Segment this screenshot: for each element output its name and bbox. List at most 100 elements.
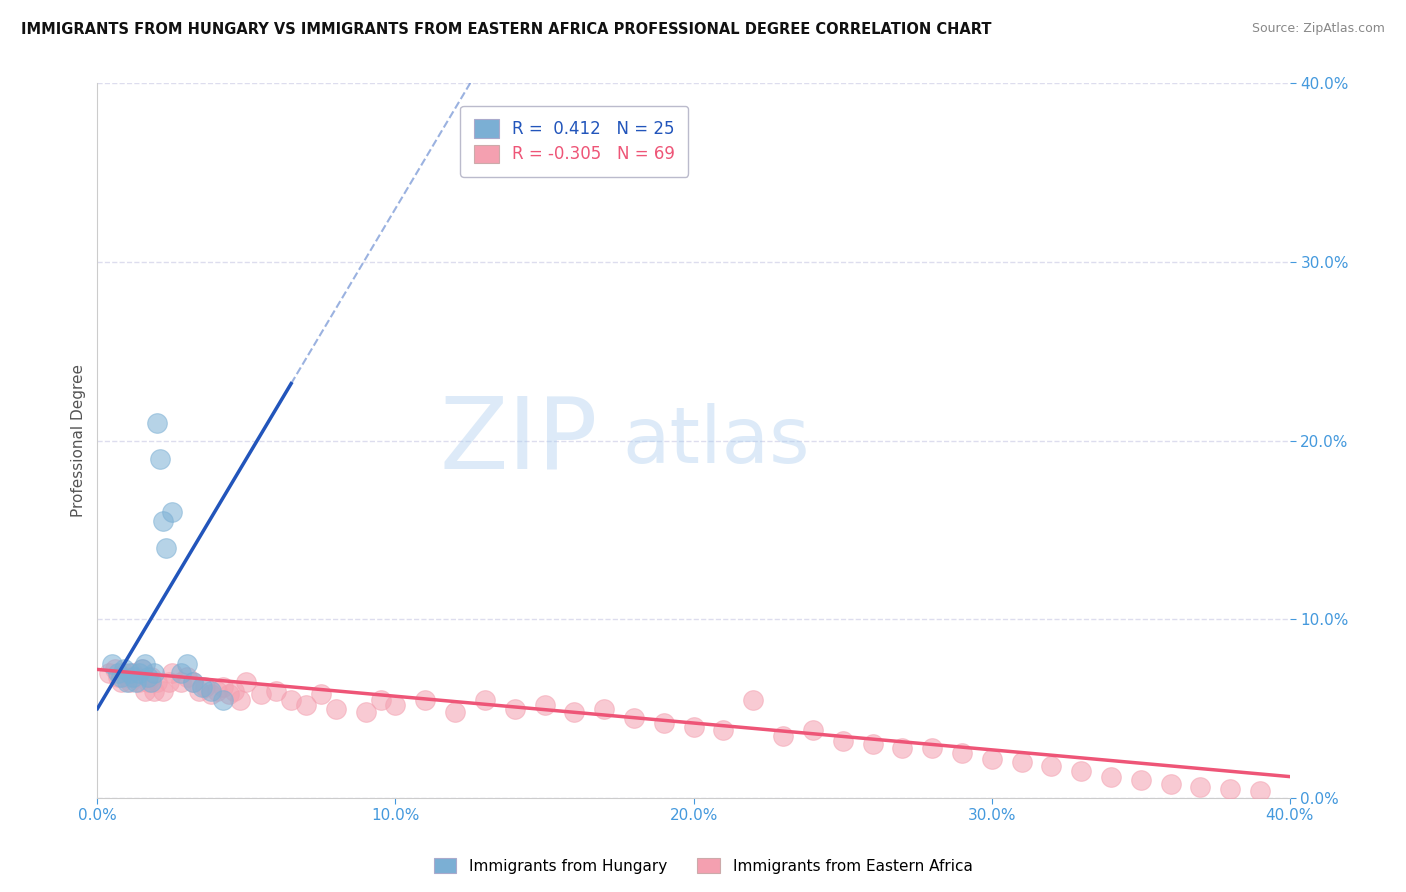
Point: [295, 698, 318, 713]
Point: [370, 693, 392, 707]
Point: [149, 451, 172, 466]
Point: [101, 657, 124, 671]
Point: [1011, 756, 1033, 770]
Point: [713, 723, 735, 738]
Point: [152, 514, 174, 528]
Point: [120, 665, 142, 680]
Point: [593, 702, 616, 716]
Point: [772, 729, 794, 743]
Text: ZIP: ZIP: [440, 392, 598, 489]
Point: [1160, 777, 1182, 791]
Point: [146, 675, 169, 690]
Point: [136, 669, 159, 683]
Point: [211, 693, 233, 707]
Point: [139, 669, 162, 683]
Point: [1249, 784, 1271, 798]
Y-axis label: Professional Degree: Professional Degree: [72, 364, 86, 517]
Point: [229, 693, 252, 707]
Point: [1070, 764, 1092, 779]
Point: [325, 702, 347, 716]
Point: [170, 665, 193, 680]
Point: [131, 662, 153, 676]
Point: [176, 669, 198, 683]
Point: [190, 681, 212, 695]
Point: [280, 693, 302, 707]
Point: [921, 741, 943, 756]
Point: [891, 741, 914, 756]
Point: [980, 752, 1002, 766]
Point: [224, 684, 246, 698]
Point: [122, 665, 145, 680]
Point: [250, 688, 273, 702]
Point: [112, 662, 135, 676]
Legend: R =  0.412   N = 25, R = -0.305   N = 69: R = 0.412 N = 25, R = -0.305 N = 69: [460, 106, 689, 177]
Point: [139, 675, 162, 690]
Point: [107, 665, 129, 680]
Point: [194, 681, 217, 695]
Text: atlas: atlas: [621, 403, 810, 479]
Point: [1040, 759, 1063, 773]
Point: [152, 684, 174, 698]
Point: [1219, 782, 1241, 797]
Point: [157, 675, 180, 690]
Point: [742, 693, 765, 707]
Point: [176, 657, 198, 671]
Point: [187, 684, 209, 698]
Point: [134, 657, 156, 671]
Point: [1099, 770, 1122, 784]
Point: [950, 747, 973, 761]
Point: [125, 669, 148, 683]
Point: [181, 675, 204, 690]
Point: [309, 688, 332, 702]
Text: IMMIGRANTS FROM HUNGARY VS IMMIGRANTS FROM EASTERN AFRICA PROFESSIONAL DEGREE CO: IMMIGRANTS FROM HUNGARY VS IMMIGRANTS FR…: [21, 22, 991, 37]
Point: [1189, 780, 1212, 795]
Point: [120, 675, 142, 690]
Point: [115, 669, 138, 683]
Point: [155, 541, 177, 555]
Point: [104, 662, 127, 676]
Point: [125, 675, 148, 690]
Point: [564, 706, 586, 720]
Point: [682, 720, 704, 734]
Point: [122, 669, 145, 683]
Point: [623, 711, 645, 725]
Legend: Immigrants from Hungary, Immigrants from Eastern Africa: Immigrants from Hungary, Immigrants from…: [427, 852, 979, 880]
Point: [503, 702, 526, 716]
Point: [146, 416, 169, 430]
Point: [170, 675, 193, 690]
Point: [862, 738, 884, 752]
Point: [200, 684, 222, 698]
Point: [143, 665, 166, 680]
Text: Source: ZipAtlas.com: Source: ZipAtlas.com: [1251, 22, 1385, 36]
Point: [1129, 773, 1152, 788]
Point: [235, 675, 257, 690]
Point: [128, 675, 150, 690]
Point: [205, 684, 228, 698]
Point: [831, 734, 853, 748]
Point: [115, 675, 138, 690]
Point: [200, 688, 222, 702]
Point: [98, 665, 121, 680]
Point: [143, 684, 166, 698]
Point: [444, 706, 467, 720]
Point: [533, 698, 555, 713]
Point: [384, 698, 406, 713]
Point: [112, 665, 135, 680]
Point: [160, 665, 183, 680]
Point: [128, 665, 150, 680]
Point: [136, 675, 159, 690]
Point: [218, 688, 240, 702]
Point: [474, 693, 496, 707]
Point: [107, 669, 129, 683]
Point: [110, 669, 132, 683]
Point: [160, 505, 183, 519]
Point: [110, 675, 132, 690]
Point: [134, 684, 156, 698]
Point: [211, 681, 233, 695]
Point: [181, 675, 204, 690]
Point: [413, 693, 436, 707]
Point: [801, 723, 824, 738]
Point: [264, 684, 287, 698]
Point: [131, 662, 153, 676]
Point: [652, 716, 675, 731]
